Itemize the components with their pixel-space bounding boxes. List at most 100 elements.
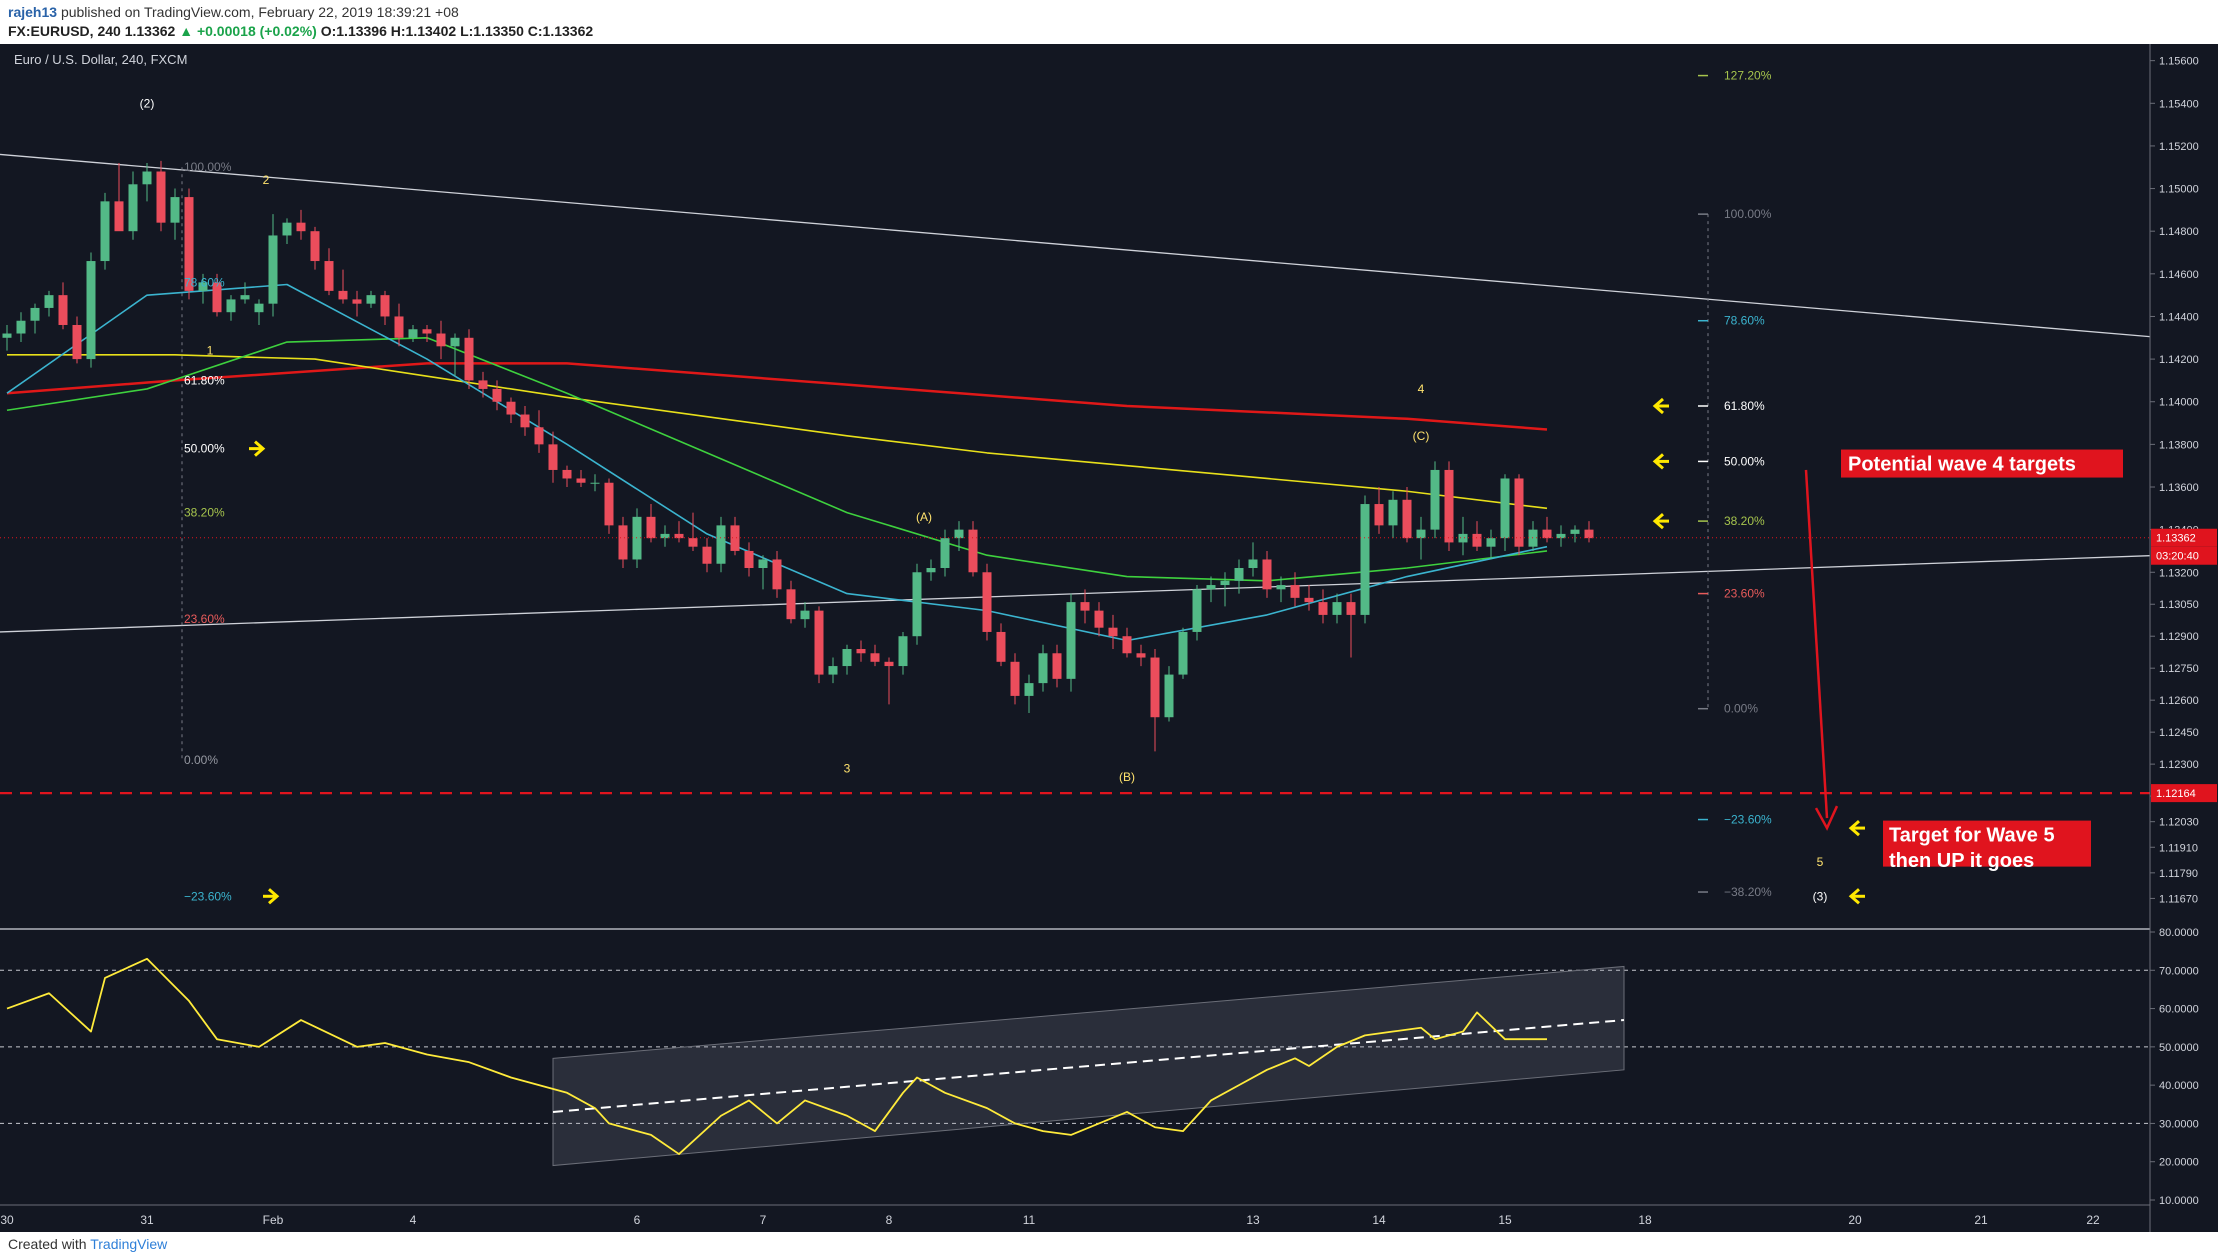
yellow-arrow-icon <box>1652 512 1669 530</box>
candle-up <box>1458 533 1468 543</box>
yellow-arrow-icon <box>1652 397 1669 415</box>
candle-down <box>492 388 502 402</box>
price-tick-label: 1.14200 <box>2159 354 2199 366</box>
candle-up <box>1024 683 1034 696</box>
price-tick-label: 1.15600 <box>2159 56 2199 68</box>
wave-label: 1 <box>207 344 214 358</box>
candle-down <box>72 324 82 360</box>
candle-down <box>1374 504 1384 526</box>
candle-down <box>1290 585 1300 598</box>
candle-up <box>1430 469 1440 530</box>
moving-average-line <box>6 336 1548 582</box>
candle-down <box>338 290 348 300</box>
wave-label: (C) <box>1413 429 1430 443</box>
candle-up <box>16 320 26 334</box>
fib-level-label: 23.60% <box>1724 587 1765 601</box>
chart-canvas[interactable]: 100.00%78.60%61.80%50.00%38.20%23.60%0.0… <box>0 44 2218 1232</box>
price-label-text: 1.13362 <box>2156 533 2196 545</box>
candle-down <box>702 546 712 564</box>
author-name[interactable]: rajeh13 <box>8 4 58 20</box>
time-tick-label: 4 <box>410 1213 417 1227</box>
candle-down <box>1444 469 1454 543</box>
fib-level-label: 61.80% <box>1724 399 1765 413</box>
high-value: H:1.13402 <box>390 23 457 39</box>
candle-up <box>86 261 96 360</box>
price-tick-label: 1.12750 <box>2159 663 2199 675</box>
candle-up <box>940 538 950 569</box>
candle-up <box>1556 533 1566 539</box>
candle-up <box>758 559 768 569</box>
wave5-callout-box <box>1883 820 2091 867</box>
price-label-box <box>2151 784 2217 803</box>
countdown-box <box>2151 546 2217 565</box>
chart-header: rajeh13 published on TradingView.com, Fe… <box>0 0 2218 44</box>
trendline <box>0 554 2164 633</box>
price-axis[interactable]: 1.15600 1.15400 1.15200 1.15000 1.14800 1.146… <box>2149 44 2218 1232</box>
oscillator-pane[interactable] <box>0 957 2150 1167</box>
yellow-arrow-icon <box>263 888 280 905</box>
candle-up <box>912 572 922 637</box>
candle-down <box>674 533 684 539</box>
wave-label: 2 <box>263 173 270 187</box>
candle-down <box>58 295 68 325</box>
time-tick-label: 6 <box>634 1213 641 1227</box>
price-tick-label: 1.12600 <box>2159 695 2199 707</box>
moving-average-line <box>6 362 1548 431</box>
candle-up <box>1570 529 1580 534</box>
arrow-head <box>268 888 280 905</box>
price-tick-label: 1.12300 <box>2159 759 2199 771</box>
osc-tick-label: 50.0000 <box>2159 1042 2199 1054</box>
candle-up <box>828 666 838 675</box>
wave4-callout-box <box>1841 449 2123 478</box>
candle-up <box>1066 602 1076 679</box>
price-tick-label: 1.14400 <box>2159 311 2199 323</box>
candle-down <box>324 261 334 291</box>
candle-up <box>30 307 40 321</box>
candle-up <box>240 295 250 300</box>
candle-up <box>1234 568 1244 581</box>
candle-up <box>1164 674 1174 718</box>
candle-down <box>478 380 488 389</box>
candle-down <box>786 589 796 620</box>
osc-tick-label: 10.0000 <box>2159 1195 2199 1207</box>
candle-down <box>884 661 894 667</box>
candle-up <box>1192 589 1202 632</box>
candle-down <box>156 171 166 223</box>
candle-up <box>450 337 460 347</box>
wave4-callout-text: Potential wave 4 targets <box>1848 454 2076 476</box>
tradingview-logo[interactable]: TradingView <box>90 1236 168 1252</box>
candle-down <box>464 337 474 381</box>
price-pane[interactable]: 100.00%78.60%61.80%50.00%38.20%23.60%0.0… <box>0 69 2164 905</box>
fib-level-label: 61.80% <box>184 373 225 387</box>
wave-label: (2) <box>140 96 155 110</box>
created-with-label: Created with <box>8 1236 87 1252</box>
candle-up <box>268 235 278 304</box>
price-tick-label: 1.13050 <box>2159 599 2199 611</box>
candle-down <box>996 631 1006 662</box>
fib-level-label: 127.20% <box>1724 69 1772 83</box>
candle-up <box>44 295 54 308</box>
candle-up <box>1276 585 1286 590</box>
arrow-head <box>1652 512 1664 530</box>
candle-down <box>1080 602 1090 611</box>
candle-up <box>898 636 908 667</box>
candle-down <box>1472 533 1482 547</box>
time-axis[interactable]: 3031Feb46781113141518202122252728Mar4 <box>0 1213 2218 1227</box>
arrow-head <box>1848 888 1860 905</box>
fib-level-label: 23.60% <box>184 612 225 626</box>
wave-label: 3 <box>844 761 851 775</box>
time-tick-label: 8 <box>886 1213 893 1227</box>
time-tick-label: 31 <box>140 1213 154 1227</box>
candle-up <box>716 525 726 564</box>
candle-down <box>870 653 880 662</box>
price-tick-label: 1.14600 <box>2159 269 2199 281</box>
candle-up <box>1178 631 1188 675</box>
time-tick-label: 22 <box>2086 1213 2100 1227</box>
price-tick-label: 1.15400 <box>2159 98 2199 110</box>
osc-tick-label: 30.0000 <box>2159 1118 2199 1130</box>
candle-up <box>926 568 936 573</box>
candle-up <box>1220 580 1230 586</box>
candle-down <box>1122 636 1132 654</box>
candle-up <box>100 201 110 262</box>
candle-down <box>982 572 992 632</box>
